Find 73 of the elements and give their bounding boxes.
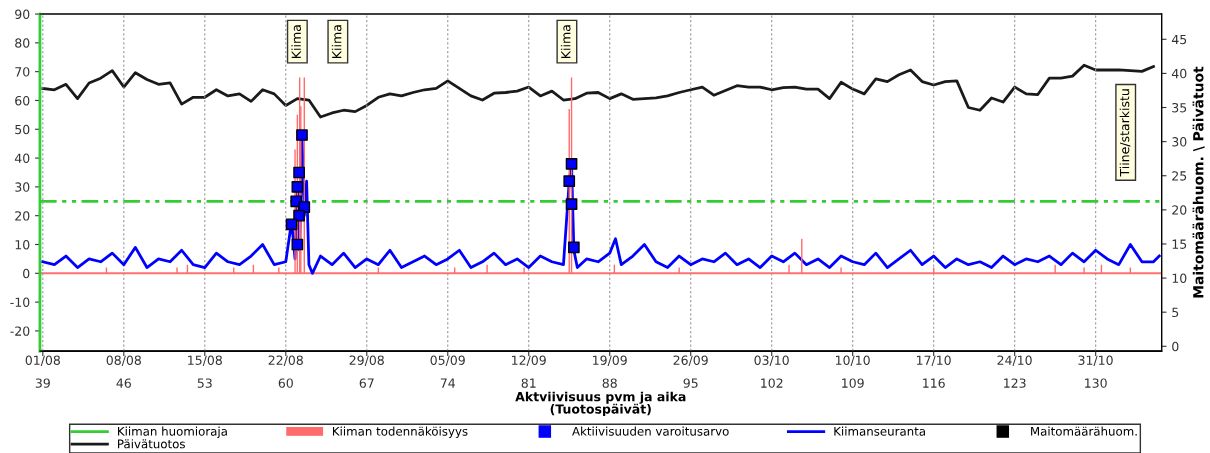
x2-tick-label: 22/08 [268,355,303,366]
x-tick-label: 130 [1085,378,1107,388]
y2-tick-label: 15 [1172,239,1187,249]
y2-tick-label: 0 [1172,341,1179,352]
y-tick-label: 90 [15,9,30,19]
x-tick-label: 109 [842,378,864,388]
y2-tick-label: 20 [1172,205,1187,215]
x2-tick-label: 17/10 [916,355,951,366]
x2-tick-label: 29/08 [349,355,384,366]
x-tick-label: 46 [116,378,131,388]
y-tick-label: 10 [15,239,30,250]
y-tick-label: 30 [15,182,30,192]
y2-tick-label: 10 [1172,273,1187,283]
y2-axis-title: Maitomäärähuom. \ Päivätuot [1192,66,1205,298]
y2-tick-label: 40 [1171,68,1187,79]
legend-label: Päivätuotos [118,439,185,449]
y2-tick-label: 25 [1172,171,1187,181]
point [285,218,298,231]
point [293,209,305,222]
x-tick-label: 116 [923,378,945,388]
y2-tick-label: 45 [1171,34,1187,45]
annotation: Kiima [331,25,342,58]
x2-tick-label: 19/09 [593,355,627,366]
x-tick-label: 88 [602,378,617,388]
y-tick-label: -10 [10,297,30,308]
point [565,198,578,211]
point [298,201,311,213]
x-tick-label: 60 [278,378,293,388]
x2-tick-label: 05/09 [430,355,465,366]
x2-tick-label: 08/08 [106,355,141,366]
point [563,175,576,187]
y-tick-label: -20 [10,326,30,336]
y-tick-label: 0 [23,268,30,279]
x-tick-label: 39 [35,378,50,388]
x2-tick-label: 12/09 [512,355,546,366]
legend-label: Aktiivisuuden varoitusarvo [572,426,729,436]
point [291,181,304,193]
x2-tick-label: 26/09 [673,355,708,366]
x2-tick-label: 24/10 [997,355,1032,366]
x2-tick-label: 01/08 [25,355,60,366]
x-axis-title: Aktviivisuus pvm ja aika (Tuotospäivät) [515,391,686,417]
x2-tick-label: 10/10 [835,355,870,366]
y2-tick-label: 35 [1172,102,1187,113]
y-tick-label: 50 [15,124,30,135]
y-tick-label: 20 [15,211,30,221]
x-tick-label: 67 [359,378,374,388]
point [565,157,578,170]
x-tick-label: 53 [197,378,212,388]
legend-label: Maitomäärähuom. [1031,426,1137,436]
legend-label: Kiiman todennäköisyys [332,426,468,439]
x-tick-label: 95 [683,378,698,388]
y-tick-label: 60 [15,95,30,106]
y2-tick-label: 5 [1172,307,1179,318]
x2-tick-label: 03/10 [754,355,789,366]
point [568,241,580,254]
point [296,129,308,141]
annotation: Tiine/starkistu [1119,89,1131,177]
x-tick-label: 81 [521,378,536,388]
y-tick-label: 80 [15,38,30,48]
y-tick-label: 70 [15,67,30,77]
point [291,238,304,251]
y2-tick-label: 30 [1172,137,1187,147]
x-tick-label: 102 [761,378,783,388]
y-tick-label: 40 [14,153,30,163]
legend-label: Kiiman huomioraja [118,426,227,439]
point [293,166,305,179]
annotation: Kiima [291,25,301,58]
x2-tick-label: 31/10 [1078,355,1113,366]
annotation: Kiima [560,25,571,58]
x-tick-label: 74 [440,378,456,388]
x-tick-label: 123 [1004,378,1026,388]
legend-label: Kiimanseuranta [834,426,925,436]
x2-tick-label: 15/08 [188,355,222,366]
